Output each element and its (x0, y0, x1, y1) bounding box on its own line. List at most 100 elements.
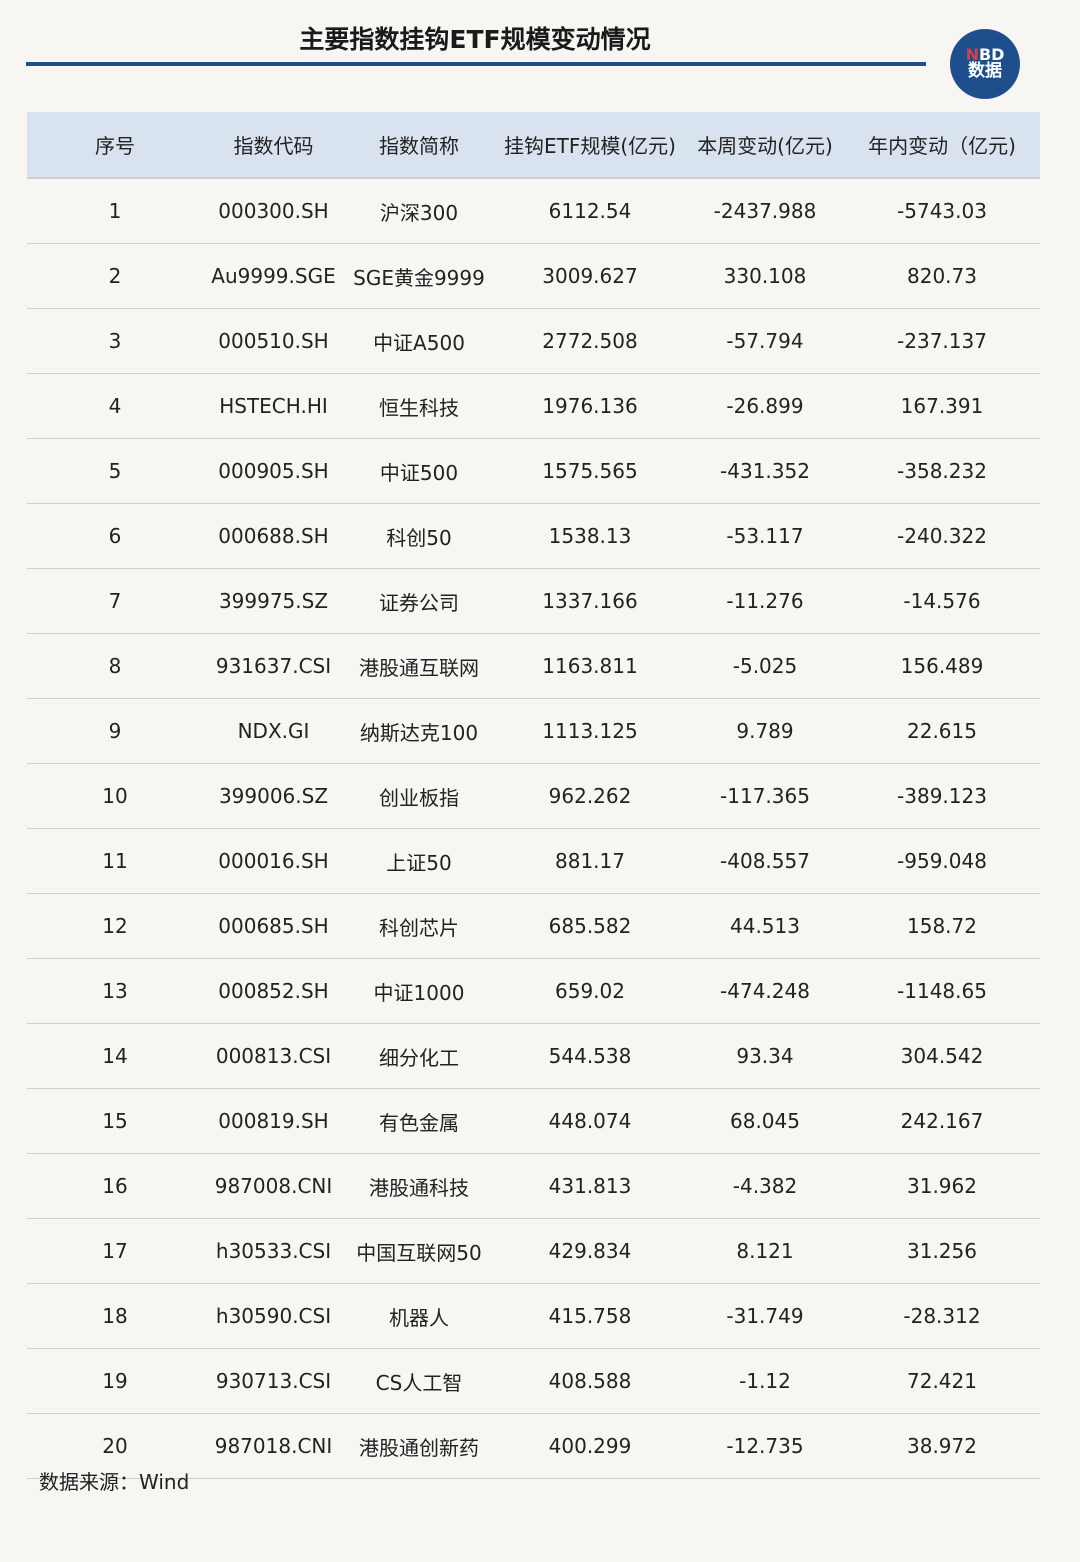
column-header: 本周变动(亿元) (686, 112, 844, 179)
table-cell: NDX.GI (203, 698, 344, 764)
table-cell: 93.34 (686, 1023, 844, 1089)
table-cell: 000813.CSI (203, 1023, 344, 1089)
table-cell: 5 (27, 438, 203, 504)
table-cell: 8 (27, 633, 203, 699)
table-cell: 1113.125 (494, 698, 686, 764)
table-cell: -14.576 (844, 568, 1040, 634)
table-cell: -117.365 (686, 763, 844, 829)
table-cell: -1.12 (686, 1348, 844, 1414)
table-row: 15 000819.SH 有色金属 448.074 68.045 242.167 (27, 1088, 1040, 1154)
table-cell: 000300.SH (203, 178, 344, 244)
table-cell: 72.421 (844, 1348, 1040, 1414)
table-cell: 158.72 (844, 893, 1040, 959)
table-row: 11 000016.SH 上证50 881.17 -408.557 -959.048 (27, 828, 1040, 894)
table-cell: 44.513 (686, 893, 844, 959)
table-cell: 9 (27, 698, 203, 764)
table-cell: -5743.03 (844, 178, 1040, 244)
table-cell: 3009.627 (494, 243, 686, 309)
table-cell: 18 (27, 1283, 203, 1349)
table-cell: 9.789 (686, 698, 844, 764)
table-cell: -237.137 (844, 308, 1040, 374)
table-cell: 19 (27, 1348, 203, 1414)
table-cell: 000685.SH (203, 893, 344, 959)
table-cell: 167.391 (844, 373, 1040, 439)
table-cell: Au9999.SGE (203, 243, 344, 309)
table-cell: SGE黄金9999 (344, 243, 494, 309)
table-cell: 科创芯片 (344, 893, 494, 959)
table-cell: -431.352 (686, 438, 844, 504)
table-cell: -5.025 (686, 633, 844, 699)
table-cell: 000510.SH (203, 308, 344, 374)
table-row: 3 000510.SH 中证A500 2772.508 -57.794 -237.137 (27, 308, 1040, 374)
table-cell: -53.117 (686, 503, 844, 569)
table-cell: 中证500 (344, 438, 494, 504)
table-row: 12 000685.SH 科创芯片 685.582 44.513 158.72 (27, 893, 1040, 959)
table-cell: 330.108 (686, 243, 844, 309)
column-header: 挂钩ETF规模(亿元) (494, 112, 686, 179)
table-cell: 创业板指 (344, 763, 494, 829)
table-cell: 沪深300 (344, 178, 494, 244)
table-cell: 38.972 (844, 1413, 1040, 1479)
table-cell: 1538.13 (494, 503, 686, 569)
table-cell: -1148.65 (844, 958, 1040, 1024)
table-cell: 上证50 (344, 828, 494, 894)
table-cell: -26.899 (686, 373, 844, 439)
table-cell: 8.121 (686, 1218, 844, 1284)
table-row: 7 399975.SZ 证券公司 1337.166 -11.276 -14.576 (27, 568, 1040, 634)
table-cell: 1976.136 (494, 373, 686, 439)
table-cell: 987018.CNI (203, 1413, 344, 1479)
table-cell: 544.538 (494, 1023, 686, 1089)
column-header: 年内变动（亿元) (844, 112, 1040, 179)
table-cell: -31.749 (686, 1283, 844, 1349)
table-row: 9 NDX.GI 纳斯达克100 1113.125 9.789 22.615 (27, 698, 1040, 764)
table-cell: 16 (27, 1153, 203, 1219)
table-cell: -57.794 (686, 308, 844, 374)
data-source: 数据来源：Wind (39, 1470, 190, 1494)
table-cell: -408.557 (686, 828, 844, 894)
table-cell: 000852.SH (203, 958, 344, 1024)
nbd-logo: NBD 数据 (950, 29, 1020, 99)
table-cell: 2 (27, 243, 203, 309)
table-cell: 6 (27, 503, 203, 569)
table-row: 5 000905.SH 中证500 1575.565 -431.352 -358.232 (27, 438, 1040, 504)
table-cell: 港股通科技 (344, 1153, 494, 1219)
table-cell: 31.256 (844, 1218, 1040, 1284)
table-cell: CS人工智 (344, 1348, 494, 1414)
table-row: 10 399006.SZ 创业板指 962.262 -117.365 -389.123 (27, 763, 1040, 829)
table-cell: h30590.CSI (203, 1283, 344, 1349)
table-cell: 000905.SH (203, 438, 344, 504)
column-header: 指数简称 (344, 112, 494, 179)
table-cell: 931637.CSI (203, 633, 344, 699)
table-cell: 408.588 (494, 1348, 686, 1414)
table-cell: 930713.CSI (203, 1348, 344, 1414)
table-cell: -240.322 (844, 503, 1040, 569)
table-cell: 156.489 (844, 633, 1040, 699)
table-row: 20 987018.CNI 港股通创新药 400.299 -12.735 38.972 (27, 1413, 1040, 1479)
table-cell: 429.834 (494, 1218, 686, 1284)
table-cell: 1337.166 (494, 568, 686, 634)
table-cell: 科创50 (344, 503, 494, 569)
table-row: 19 930713.CSI CS人工智 408.588 -1.12 72.421 (27, 1348, 1040, 1414)
column-header: 序号 (27, 112, 203, 179)
table-cell: 987008.CNI (203, 1153, 344, 1219)
table-cell: 431.813 (494, 1153, 686, 1219)
table-cell: 港股通创新药 (344, 1413, 494, 1479)
table-row: 4 HSTECH.HI 恒生科技 1976.136 -26.899 167.391 (27, 373, 1040, 439)
table-row: 13 000852.SH 中证1000 659.02 -474.248 -1148.65 (27, 958, 1040, 1024)
title-divider (26, 62, 926, 66)
table-cell: 400.299 (494, 1413, 686, 1479)
table-cell: 机器人 (344, 1283, 494, 1349)
table-cell: 14 (27, 1023, 203, 1089)
table-row: 8 931637.CSI 港股通互联网 1163.811 -5.025 156.489 (27, 633, 1040, 699)
table-cell: -2437.988 (686, 178, 844, 244)
table-cell: 000819.SH (203, 1088, 344, 1154)
table-cell: -11.276 (686, 568, 844, 634)
table-cell: 2772.508 (494, 308, 686, 374)
table-cell: -358.232 (844, 438, 1040, 504)
table-cell: 820.73 (844, 243, 1040, 309)
table-row: 17 h30533.CSI 中国互联网50 429.834 8.121 31.256 (27, 1218, 1040, 1284)
table-cell: 中证A500 (344, 308, 494, 374)
table-cell: 000016.SH (203, 828, 344, 894)
table-cell: 304.542 (844, 1023, 1040, 1089)
